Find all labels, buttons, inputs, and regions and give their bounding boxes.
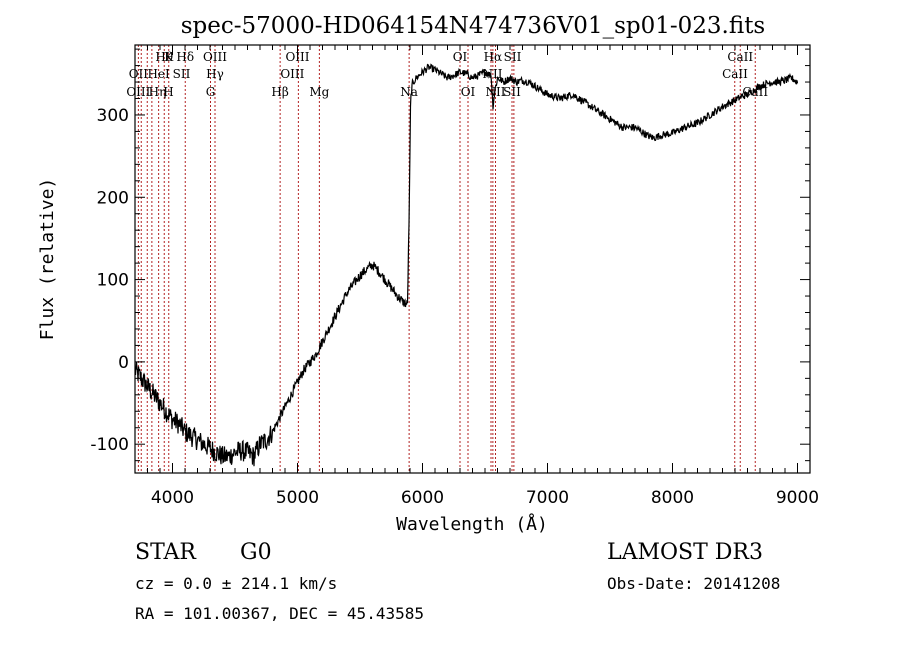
emission-line-label: Hβ	[271, 85, 288, 99]
y-tick-label: 300	[97, 106, 129, 126]
y-tick-label: 200	[97, 188, 129, 208]
emission-line-label: Hθ	[155, 50, 173, 64]
x-axis-label: Wavelength (Å)	[396, 513, 548, 535]
x-axis-ticks: 4000 5000 6000 7000 8000 9000	[134, 45, 819, 508]
y-axis-ticks: -100 0 100 200 300	[90, 48, 810, 462]
emission-line-label: CaII	[727, 50, 753, 64]
emission-line-label: Hη	[149, 85, 167, 99]
redshift-velocity: cz = 0.0 ± 214.1 km/s	[135, 574, 338, 593]
emission-line-label: Hδ	[176, 50, 194, 64]
emission-line-label: K	[164, 50, 174, 64]
x-tick-label: 8000	[651, 488, 694, 508]
emission-line-label: OIII	[126, 85, 150, 99]
emission-line-label: CaII	[722, 67, 748, 81]
observation-date: Obs-Date: 20141208	[607, 574, 781, 593]
emission-line-label: SII	[173, 67, 191, 81]
x-tick-label: 9000	[776, 488, 819, 508]
x-tick-label: 7000	[526, 488, 569, 508]
emission-line-label: OIII	[203, 50, 227, 64]
emission-line-label: Hγ	[206, 67, 224, 81]
x-tick-label: 4000	[151, 488, 194, 508]
object-type: STAR	[135, 540, 196, 565]
survey-name: LAMOST DR3	[607, 540, 763, 565]
coordinates: RA = 101.00367, DEC = 45.43585	[135, 604, 424, 623]
emission-line-markers	[137, 45, 756, 473]
y-tick-label: 0	[118, 353, 129, 373]
emission-line-label: SII	[503, 85, 521, 99]
spectrum-trace	[135, 63, 799, 467]
emission-line-label: NII	[486, 85, 506, 99]
y-axis-label: Flux (relative)	[37, 178, 58, 341]
chart-title: spec-57000-HD064154N474736V01_sp01-023.f…	[181, 13, 766, 39]
x-tick-label: 5000	[276, 488, 319, 508]
emission-line-label: SII	[504, 50, 522, 64]
emission-line-label: G	[206, 85, 216, 99]
emission-line-label: HeI	[147, 67, 170, 81]
emission-line-label: Mg	[309, 85, 329, 99]
y-tick-label: 100	[97, 271, 129, 291]
emission-line-label: OIII	[285, 50, 309, 64]
emission-line-label: H	[163, 85, 173, 99]
emission-line-label: OI	[453, 50, 468, 64]
emission-line-label: OIII	[280, 67, 304, 81]
plot-frame	[134, 44, 811, 474]
spectral-subclass: G0	[240, 540, 272, 565]
emission-line-label: Hα	[484, 50, 503, 64]
y-tick-label: -100	[90, 435, 129, 455]
emission-line-label: Na	[400, 85, 418, 99]
emission-line-label: OII	[129, 67, 149, 81]
x-tick-label: 6000	[401, 488, 444, 508]
emission-line-label: OI	[461, 85, 476, 99]
